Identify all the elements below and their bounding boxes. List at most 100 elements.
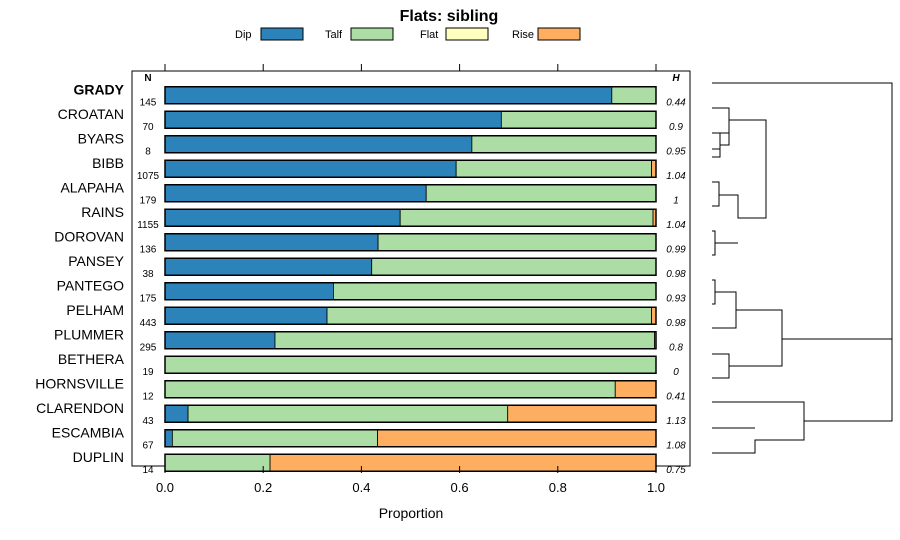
n-value-bibb: 1075 [137,171,160,182]
legend-label-rise: Rise [512,29,534,41]
bar-escambia-dip [164,429,173,448]
n-value-plummer: 295 [140,342,157,353]
bar-plummer-dip [164,331,276,350]
legend: Dip Talf Flat Rise [235,27,581,41]
bar-outline-duplin [164,453,657,472]
bar-pantego-talf [333,282,657,301]
h-value-rains: 1.04 [666,220,686,231]
bar-grady-talf [611,86,657,105]
x-tick-label-4: 0.8 [549,480,567,495]
legend-label-dip: Dip [235,29,252,41]
category-label-bibb: BIBB [92,155,124,171]
bar-rains-talf [399,208,654,227]
bar-bibb-talf [455,159,652,178]
bar-outline-pelham [164,306,657,325]
chart-title: Flats: sibling [400,8,499,25]
x-tick-label-1: 0.2 [254,480,272,495]
dendrogram-branch-13 [804,339,893,422]
category-label-alapaha: ALAPAHA [60,179,124,195]
category-label-duplin: DUPLIN [73,449,124,465]
legend-swatch-dip [260,27,304,41]
h-value-plummer: 0.8 [669,342,683,353]
h-value-byars: 0.95 [666,146,686,157]
bar-clarendon-talf [187,404,509,423]
legend-label-talf: Talf [325,29,343,41]
x-axis: 0.0 0.2 0.4 0.6 0.8 1.0 [156,64,665,495]
category-label-plummer: PLUMMER [54,326,124,342]
legend-label-flat: Flat [420,29,438,41]
bar-outline-clarendon [164,404,657,423]
h-value-croatan: 0.9 [669,122,683,133]
dendrogram-branch-7 [712,279,716,305]
bar-alapaha-dip [164,184,427,203]
h-value-dorovan: 0.99 [666,244,686,255]
bar-outline-escambia [164,429,657,448]
x-tick-label-0: 0.0 [156,480,174,495]
category-label-pansey: PANSEY [68,253,124,269]
bar-outline-pansey [164,257,657,276]
dendrogram-branch-8 [712,291,737,329]
category-label-bethera: BETHERA [58,351,125,367]
x-tick-label-3: 0.6 [451,480,469,495]
n-value-pansey: 38 [142,269,154,280]
bar-rains-dip [164,208,401,227]
bar-hornsville-talf [164,380,616,399]
bar-pantego-dip [164,282,334,301]
category-label-pantego: PANTEGO [57,277,125,293]
n-value-clarendon: 43 [142,416,154,427]
h-value-hornsville: 0.41 [666,391,685,402]
bar-clarendon-rise [507,404,657,423]
n-value-byars: 8 [145,146,151,157]
n-value-hornsville: 12 [142,391,154,402]
x-tick-label-5: 1.0 [647,480,665,495]
category-label-dorovan: DOROVAN [54,228,124,244]
bar-outline-byars [164,135,657,154]
dendrogram-branch-11 [712,401,805,454]
n-value-pelham: 443 [140,318,157,329]
bar-outline-bethera [164,355,657,374]
bar-outline-alapaha [164,184,657,203]
bar-escambia-talf [171,429,379,448]
dendrogram-branch-10 [729,309,783,367]
h-value-pansey: 0.98 [666,269,686,280]
dendrogram-branch-0 [712,82,893,340]
x-tick-label-2: 0.4 [352,480,370,495]
bar-bethera-talf [164,355,657,374]
n-value-duplin: 14 [142,465,154,476]
bar-clarendon-dip [164,404,189,423]
bar-pansey-talf [371,257,657,276]
bar-byars-dip [164,135,473,154]
n-header: N [144,73,151,84]
bar-outline-pantego [164,282,657,301]
bar-escambia-rise [377,429,657,448]
n-value-alapaha: 179 [140,195,157,206]
dendrogram-branch-2 [712,132,721,150]
n-value-grady: 145 [140,97,157,108]
category-label-byars: BYARS [78,130,124,146]
dendrogram-branch-1 [712,107,730,134]
x-axis-label: Proportion [379,505,444,521]
h-value-bibb: 1.04 [666,171,686,182]
h-header: H [672,73,680,84]
h-value-alapaha: 1 [673,195,679,206]
h-value-duplin: 0.75 [666,465,686,476]
legend-swatch-rise [537,27,581,41]
legend-swatch-flat [445,27,489,41]
bar-bibb-dip [164,159,457,178]
bar-duplin-talf [164,453,271,472]
dendrogram-branch-4 [712,181,720,207]
category-label-rains: RAINS [81,204,124,220]
h-value-pantego: 0.93 [666,293,686,304]
bar-outline-rains [164,208,657,227]
dendrogram-branch-3 [712,119,767,219]
bar-duplin-rise [269,453,657,472]
bar-outline-dorovan [164,233,657,252]
bar-croatan-talf [500,110,657,129]
bar-grady-dip [164,86,613,105]
bar-outline-croatan [164,110,657,129]
dendrogram [712,82,893,454]
bars-layer [164,86,657,472]
n-value-escambia: 67 [142,440,154,451]
bar-outline-plummer [164,331,657,350]
